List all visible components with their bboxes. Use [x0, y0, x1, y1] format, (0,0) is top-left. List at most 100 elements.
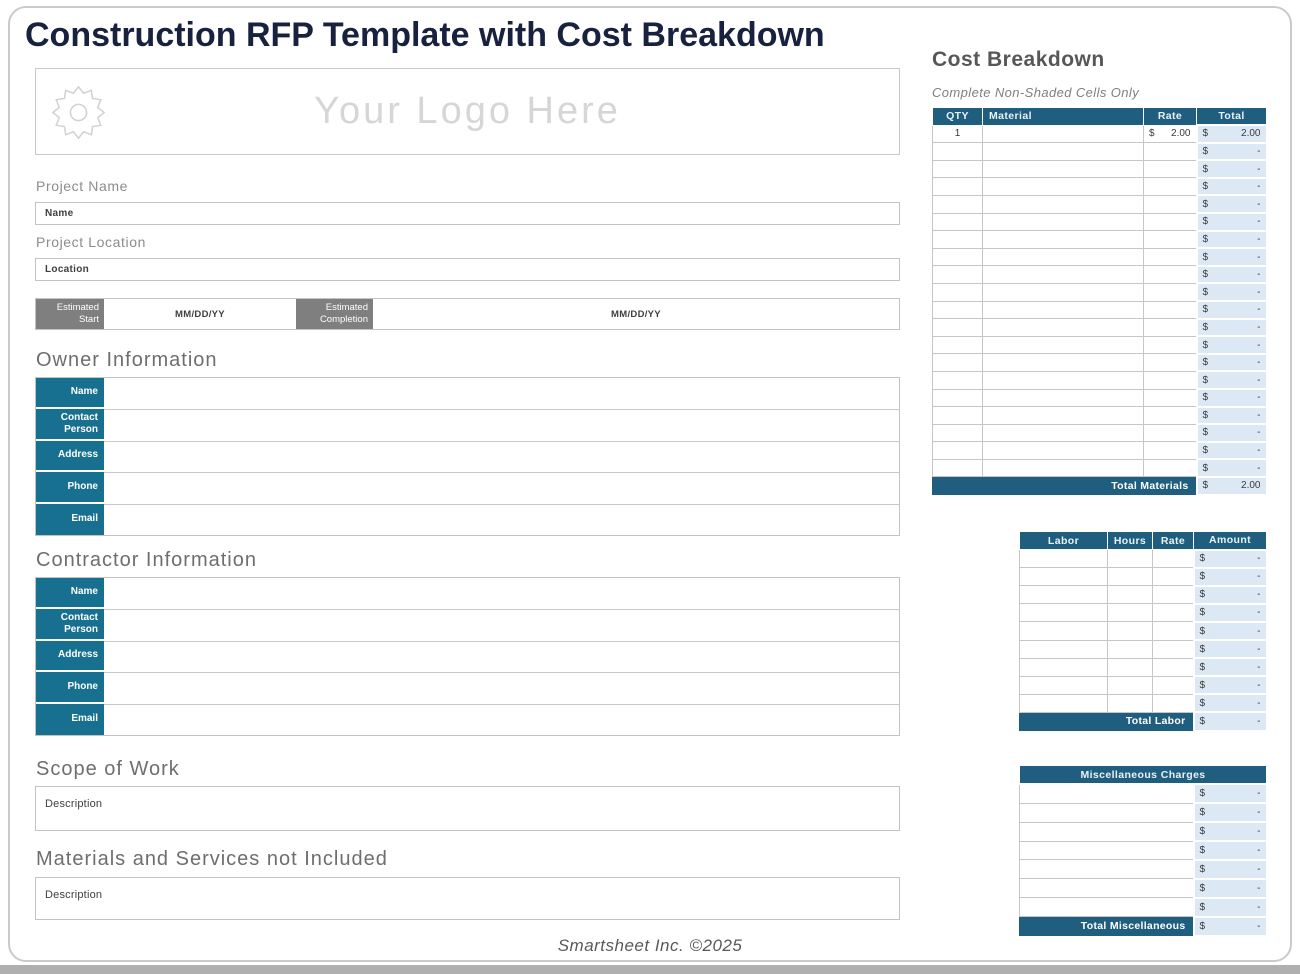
qty-cell[interactable]: [932, 282, 983, 302]
material-cell[interactable]: [982, 247, 1144, 267]
qty-cell[interactable]: [932, 300, 983, 320]
estimated-start-date-cell[interactable]: MM/DD/YY: [175, 308, 225, 320]
material-cell[interactable]: [982, 458, 1144, 478]
material-cell[interactable]: [982, 353, 1144, 372]
misc-description-cell[interactable]: [1019, 783, 1194, 804]
labor-rate-cell[interactable]: [1152, 585, 1194, 605]
contractor-contact-value-cell[interactable]: [104, 609, 899, 641]
rate-cell[interactable]: [1143, 318, 1197, 337]
misc-description-cell[interactable]: [1019, 878, 1194, 899]
labor-rate-cell[interactable]: [1152, 621, 1194, 641]
qty-cell[interactable]: [932, 177, 983, 196]
qty-cell[interactable]: [932, 353, 983, 372]
labor-cell[interactable]: [1019, 603, 1108, 623]
owner-contact-value-cell[interactable]: [104, 409, 899, 441]
hours-cell[interactable]: [1107, 603, 1153, 623]
project-location-input[interactable]: Location: [35, 258, 900, 281]
material-cell[interactable]: [982, 388, 1144, 408]
material-cell[interactable]: [982, 124, 1144, 144]
owner-name-value-cell[interactable]: [104, 378, 899, 410]
contractor-phone-value-cell[interactable]: [104, 672, 899, 704]
rate-cell[interactable]: [1143, 265, 1197, 284]
labor-cell[interactable]: [1019, 585, 1108, 605]
qty-cell[interactable]: [932, 212, 983, 232]
rate-cell[interactable]: [1143, 142, 1197, 161]
qty-cell[interactable]: [932, 458, 983, 478]
qty-cell[interactable]: [932, 335, 983, 355]
material-cell[interactable]: [982, 142, 1144, 161]
qty-cell[interactable]: [932, 441, 983, 460]
hours-cell[interactable]: [1107, 567, 1153, 587]
rate-cell[interactable]: [1143, 194, 1197, 214]
hours-cell[interactable]: [1107, 639, 1153, 659]
misc-description-cell[interactable]: [1019, 897, 1194, 918]
hours-cell[interactable]: [1107, 585, 1153, 605]
qty-cell[interactable]: [932, 370, 983, 390]
qty-cell[interactable]: [932, 406, 983, 425]
qty-cell[interactable]: [932, 388, 983, 408]
rate-cell[interactable]: [1143, 353, 1197, 372]
rate-cell[interactable]: [1143, 300, 1197, 320]
rate-cell[interactable]: [1143, 335, 1197, 355]
material-cell[interactable]: [982, 177, 1144, 196]
material-cell[interactable]: [982, 230, 1144, 249]
owner-address-value-cell[interactable]: [104, 440, 899, 473]
rate-cell[interactable]: [1143, 406, 1197, 425]
qty-cell[interactable]: [932, 194, 983, 214]
qty-cell[interactable]: [932, 423, 983, 443]
estimated-completion-date-cell[interactable]: MM/DD/YY: [611, 308, 661, 320]
labor-rate-cell[interactable]: [1152, 603, 1194, 623]
contractor-name-value-cell[interactable]: [104, 578, 899, 610]
rate-cell[interactable]: [1143, 230, 1197, 249]
project-name-input[interactable]: Name: [35, 202, 900, 225]
material-cell[interactable]: [982, 212, 1144, 232]
labor-rate-cell[interactable]: [1152, 567, 1194, 587]
material-cell[interactable]: [982, 159, 1144, 179]
rate-cell[interactable]: [1143, 423, 1197, 443]
labor-rate-cell[interactable]: [1152, 657, 1194, 677]
rate-cell[interactable]: [1143, 388, 1197, 408]
misc-description-cell[interactable]: [1019, 821, 1194, 842]
qty-cell[interactable]: 1: [932, 124, 983, 144]
material-cell[interactable]: [982, 406, 1144, 425]
hours-cell[interactable]: [1107, 657, 1153, 677]
labor-cell[interactable]: [1019, 621, 1108, 641]
labor-cell[interactable]: [1019, 549, 1108, 569]
labor-cell[interactable]: [1019, 657, 1108, 677]
labor-rate-cell[interactable]: [1152, 693, 1194, 713]
misc-description-cell[interactable]: [1019, 840, 1194, 861]
qty-cell[interactable]: [932, 318, 983, 337]
rate-cell[interactable]: [1143, 212, 1197, 232]
hours-cell[interactable]: [1107, 693, 1153, 713]
hours-cell[interactable]: [1107, 621, 1153, 641]
rate-cell[interactable]: [1143, 370, 1197, 390]
rate-cell[interactable]: [1143, 177, 1197, 196]
misc-description-cell[interactable]: [1019, 859, 1194, 880]
qty-cell[interactable]: [932, 230, 983, 249]
labor-cell[interactable]: [1019, 693, 1108, 713]
material-cell[interactable]: [982, 370, 1144, 390]
material-cell[interactable]: [982, 265, 1144, 284]
qty-cell[interactable]: [932, 142, 983, 161]
labor-cell[interactable]: [1019, 639, 1108, 659]
qty-cell[interactable]: [932, 159, 983, 179]
owner-email-value-cell[interactable]: [104, 503, 899, 536]
rate-cell[interactable]: [1143, 282, 1197, 302]
labor-rate-cell[interactable]: [1152, 675, 1194, 695]
material-cell[interactable]: [982, 282, 1144, 302]
hours-cell[interactable]: [1107, 549, 1153, 569]
qty-cell[interactable]: [932, 247, 983, 267]
material-cell[interactable]: [982, 194, 1144, 214]
rate-cell[interactable]: [1143, 441, 1197, 460]
material-cell[interactable]: [982, 318, 1144, 337]
contractor-email-value-cell[interactable]: [104, 703, 899, 736]
hours-cell[interactable]: [1107, 675, 1153, 695]
scope-of-work-textarea[interactable]: Description: [35, 786, 900, 831]
owner-phone-value-cell[interactable]: [104, 472, 899, 504]
rate-cell[interactable]: [1143, 159, 1197, 179]
labor-rate-cell[interactable]: [1152, 549, 1194, 569]
rate-cell[interactable]: [1143, 247, 1197, 267]
labor-rate-cell[interactable]: [1152, 639, 1194, 659]
labor-cell[interactable]: [1019, 675, 1108, 695]
rate-cell[interactable]: $2.00: [1143, 124, 1197, 144]
